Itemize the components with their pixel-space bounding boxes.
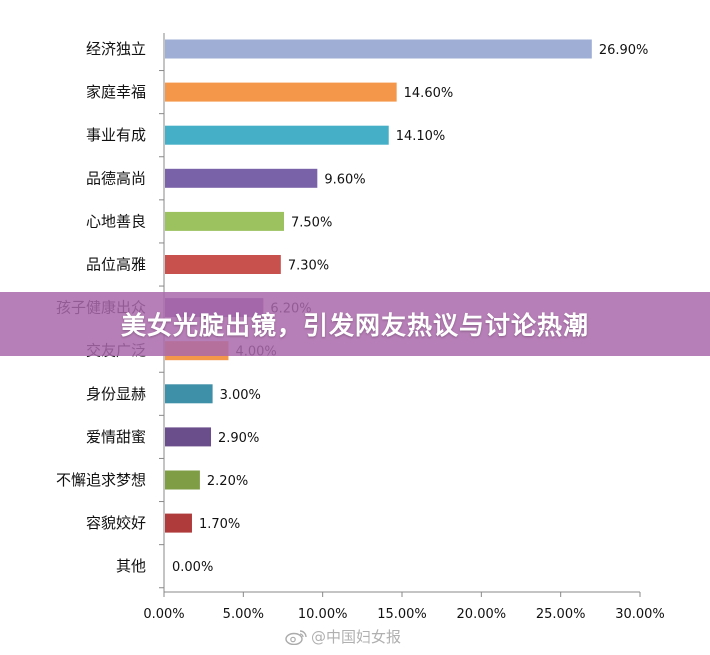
weibo-icon (285, 629, 307, 645)
category-label: 品位高雅 (86, 256, 146, 274)
headline-banner: 美女光腚出镜，引发网友热议与讨论热潮 (0, 292, 710, 356)
x-tick-label: 10.00% (298, 607, 348, 622)
value-label: 0.00% (172, 560, 213, 575)
headline-title: 美女光腚出镜，引发网友热议与讨论热潮 (120, 311, 589, 340)
category-label: 家庭幸福 (86, 83, 146, 101)
bar (165, 384, 213, 404)
value-label: 2.20% (207, 474, 248, 489)
bar (165, 470, 200, 490)
category-label: 爱情甜蜜 (86, 428, 146, 446)
bar (165, 513, 192, 533)
bar (165, 255, 281, 274)
bar (165, 427, 212, 447)
bar (165, 211, 284, 231)
value-label: 14.60% (404, 86, 454, 101)
x-tick-label: 25.00% (536, 607, 586, 622)
category-label: 其他 (116, 557, 146, 575)
category-label: 容貌姣好 (86, 514, 146, 532)
x-tick-label: 5.00% (223, 607, 264, 622)
category-label: 事业有成 (86, 126, 146, 144)
category-label: 品德高尚 (86, 169, 146, 187)
value-label: 9.60% (324, 172, 365, 187)
value-label: 3.00% (220, 388, 261, 403)
category-label: 心地善良 (86, 212, 146, 230)
value-label: 1.70% (199, 517, 240, 532)
bar (165, 125, 389, 145)
x-tick-label: 15.00% (377, 607, 427, 622)
x-tick-label: 30.00% (615, 607, 665, 622)
value-label: 14.10% (396, 129, 446, 144)
x-tick-label: 20.00% (457, 607, 507, 622)
watermark: @中国妇女报 (285, 626, 401, 647)
bar (165, 39, 592, 59)
category-label: 经济独立 (86, 40, 146, 58)
bar (165, 168, 318, 188)
category-label: 不懈追求梦想 (56, 471, 146, 489)
watermark-text: @中国妇女报 (311, 628, 402, 646)
category-label: 身份显赫 (86, 385, 146, 403)
bar (165, 82, 397, 102)
value-label: 26.90% (599, 43, 649, 58)
value-label: 2.90% (218, 431, 259, 446)
x-tick-label: 0.00% (143, 607, 184, 622)
value-label: 7.50% (291, 215, 332, 230)
value-label: 7.30% (288, 259, 329, 274)
